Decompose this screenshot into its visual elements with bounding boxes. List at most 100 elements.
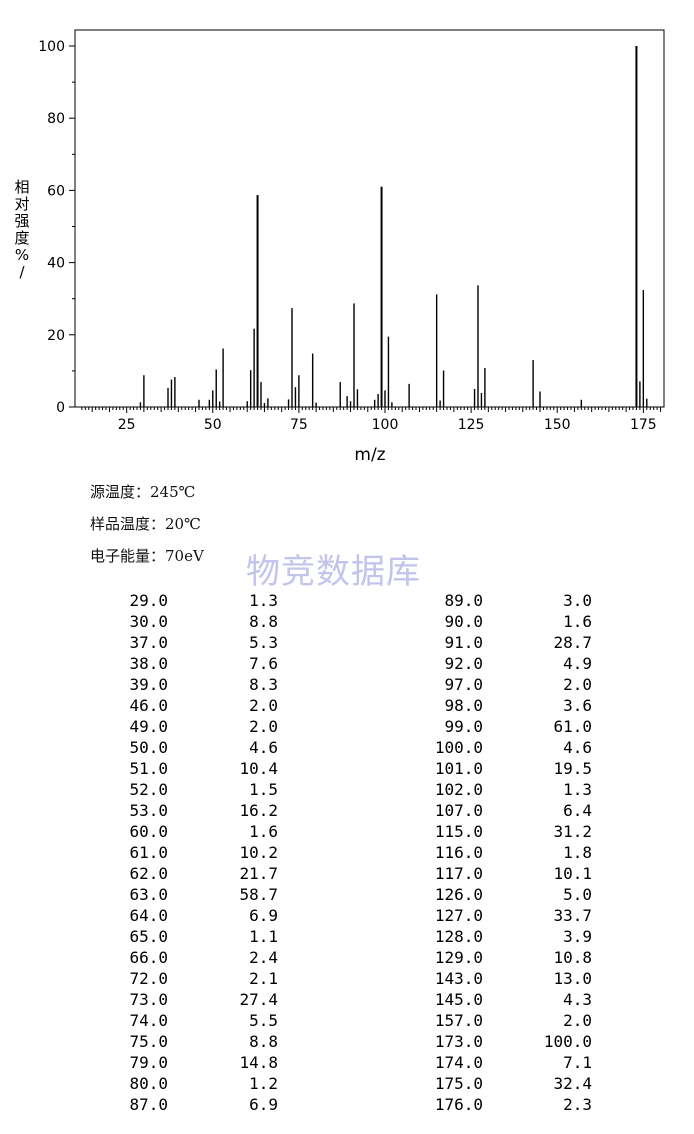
y-tick-label: 60 bbox=[47, 183, 65, 199]
watermark: 物竞数据库 bbox=[246, 552, 421, 592]
table-row: 87.0 6.9 176.0 2.3 bbox=[0, 1095, 694, 1116]
table-cell-mz: 145.0 bbox=[434, 990, 483, 1009]
table-cell-mz: 89.0 bbox=[444, 591, 483, 610]
table-cell-mz: 61.0 bbox=[129, 843, 168, 862]
x-axis: 25 50 75 100 125 150 175 bbox=[81, 407, 662, 433]
table-cell-intensity: 1.6 bbox=[249, 822, 278, 841]
sample-temperature: 样品温度：20℃ bbox=[90, 515, 201, 533]
table-cell-intensity: 6.9 bbox=[249, 1095, 278, 1114]
table-cell-mz: 74.0 bbox=[129, 1011, 168, 1030]
table-cell-intensity: 1.8 bbox=[563, 843, 592, 862]
table-cell-mz: 66.0 bbox=[129, 948, 168, 967]
y-tick-label: 40 bbox=[47, 256, 65, 272]
table-cell-intensity: 1.5 bbox=[249, 780, 278, 799]
table-cell-mz: 176.0 bbox=[434, 1095, 483, 1114]
source-temperature: 源温度：245℃ bbox=[90, 483, 196, 501]
x-tick-label: 25 bbox=[118, 417, 136, 433]
table-cell-mz: 116.0 bbox=[434, 843, 483, 862]
table-cell-mz: 52.0 bbox=[129, 780, 168, 799]
table-cell-mz: 90.0 bbox=[444, 612, 483, 631]
table-row: 39.0 8.3 97.0 2.0 bbox=[0, 675, 694, 696]
table-cell-intensity: 8.3 bbox=[249, 675, 278, 694]
table-cell-mz: 157.0 bbox=[434, 1011, 483, 1030]
table-cell-intensity: 3.9 bbox=[563, 927, 592, 946]
x-tick-label: 175 bbox=[630, 417, 657, 433]
table-cell-mz: 100.0 bbox=[434, 738, 483, 757]
table-cell-mz: 143.0 bbox=[434, 969, 483, 988]
table-cell-mz: 173.0 bbox=[434, 1032, 483, 1051]
table-cell-mz: 51.0 bbox=[129, 759, 168, 778]
table-cell-intensity: 3.6 bbox=[563, 696, 592, 715]
table-cell-mz: 53.0 bbox=[129, 801, 168, 820]
table-cell-mz: 91.0 bbox=[444, 633, 483, 652]
table-cell-intensity: 1.3 bbox=[563, 780, 592, 799]
table-cell-mz: 99.0 bbox=[444, 717, 483, 736]
table-cell-intensity: 2.0 bbox=[563, 675, 592, 694]
y-tick-label: 0 bbox=[56, 400, 65, 416]
table-cell-mz: 92.0 bbox=[444, 654, 483, 673]
table-row: 80.0 1.2 175.0 32.4 bbox=[0, 1074, 694, 1095]
table-row: 79.0 14.8 174.0 7.1 bbox=[0, 1053, 694, 1074]
table-cell-mz: 29.0 bbox=[129, 591, 168, 610]
table-cell-intensity: 6.9 bbox=[249, 906, 278, 925]
table-cell-intensity: 4.6 bbox=[249, 738, 278, 757]
table-cell-intensity: 6.4 bbox=[563, 801, 592, 820]
table-cell-intensity: 5.3 bbox=[249, 633, 278, 652]
table-row: 62.0 21.7 117.0 10.1 bbox=[0, 864, 694, 885]
table-row: 66.0 2.4 129.0 10.8 bbox=[0, 948, 694, 969]
table-cell-mz: 38.0 bbox=[129, 654, 168, 673]
table-cell-mz: 107.0 bbox=[434, 801, 483, 820]
table-row: 53.0 16.2 107.0 6.4 bbox=[0, 801, 694, 822]
table-cell-intensity: 1.2 bbox=[249, 1074, 278, 1093]
table-cell-mz: 62.0 bbox=[129, 864, 168, 883]
table-cell-intensity: 10.1 bbox=[553, 864, 592, 883]
table-cell-intensity: 3.0 bbox=[563, 591, 592, 610]
table-cell-mz: 127.0 bbox=[434, 906, 483, 925]
y-axis: 0 20 40 60 80 100 bbox=[38, 39, 75, 416]
table-cell-mz: 80.0 bbox=[129, 1074, 168, 1093]
table-cell-intensity: 8.8 bbox=[249, 612, 278, 631]
table-cell-mz: 60.0 bbox=[129, 822, 168, 841]
table-row: 49.0 2.0 99.0 61.0 bbox=[0, 717, 694, 738]
table-row: 38.0 7.6 92.0 4.9 bbox=[0, 654, 694, 675]
table-row: 51.0 10.4 101.0 19.5 bbox=[0, 759, 694, 780]
table-cell-mz: 50.0 bbox=[129, 738, 168, 757]
table-row: 52.0 1.5 102.0 1.3 bbox=[0, 780, 694, 801]
table-cell-mz: 46.0 bbox=[129, 696, 168, 715]
table-cell-mz: 128.0 bbox=[434, 927, 483, 946]
table-row: 60.0 1.6 115.0 31.2 bbox=[0, 822, 694, 843]
y-tick-label: 80 bbox=[47, 111, 65, 127]
table-cell-mz: 72.0 bbox=[129, 969, 168, 988]
table-cell-mz: 98.0 bbox=[444, 696, 483, 715]
table-cell-mz: 97.0 bbox=[444, 675, 483, 694]
table-row: 46.0 2.0 98.0 3.6 bbox=[0, 696, 694, 717]
table-cell-intensity: 27.4 bbox=[239, 990, 278, 1009]
table-cell-mz: 117.0 bbox=[434, 864, 483, 883]
table-row: 64.0 6.9 127.0 33.7 bbox=[0, 906, 694, 927]
table-row: 50.0 4.6 100.0 4.6 bbox=[0, 738, 694, 759]
table-cell-intensity: 32.4 bbox=[553, 1074, 592, 1093]
table-row: 61.0 10.2 116.0 1.8 bbox=[0, 843, 694, 864]
table-cell-mz: 37.0 bbox=[129, 633, 168, 652]
table-cell-intensity: 10.8 bbox=[553, 948, 592, 967]
table-cell-intensity: 4.9 bbox=[563, 654, 592, 673]
x-tick-label: 75 bbox=[290, 417, 308, 433]
table-cell-intensity: 16.2 bbox=[239, 801, 278, 820]
table-cell-mz: 75.0 bbox=[129, 1032, 168, 1051]
table-row: 74.0 5.5 157.0 2.0 bbox=[0, 1011, 694, 1032]
electron-energy: 电子能量：70eV bbox=[90, 547, 204, 565]
table-cell-intensity: 58.7 bbox=[239, 885, 278, 904]
table-cell-intensity: 1.6 bbox=[563, 612, 592, 631]
table-cell-intensity: 100.0 bbox=[543, 1032, 592, 1051]
table-cell-intensity: 10.4 bbox=[239, 759, 278, 778]
table-row: 29.0 1.3 89.0 3.0 bbox=[0, 591, 694, 612]
table-row: 65.0 1.1 128.0 3.9 bbox=[0, 927, 694, 948]
table-cell-intensity: 13.0 bbox=[553, 969, 592, 988]
table-cell-intensity: 31.2 bbox=[553, 822, 592, 841]
table-cell-intensity: 10.2 bbox=[239, 843, 278, 862]
table-cell-intensity: 2.1 bbox=[249, 969, 278, 988]
table-cell-mz: 30.0 bbox=[129, 612, 168, 631]
table-row: 63.0 58.7 126.0 5.0 bbox=[0, 885, 694, 906]
plot-frame bbox=[74, 29, 665, 408]
table-cell-intensity: 2.3 bbox=[563, 1095, 592, 1114]
